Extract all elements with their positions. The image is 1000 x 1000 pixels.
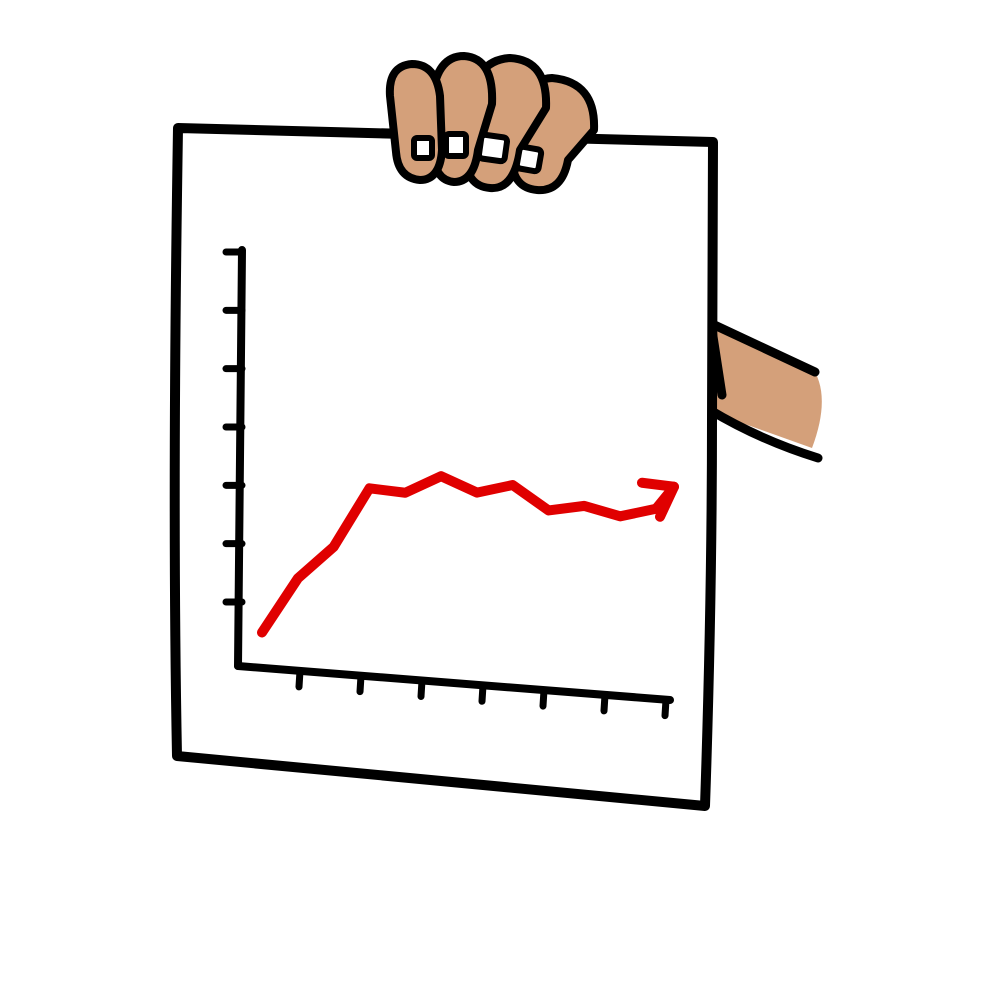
trend-line-extension bbox=[651, 481, 679, 514]
fingernail-3 bbox=[475, 131, 511, 165]
x-tick bbox=[478, 681, 487, 705]
arm-lower-outline bbox=[705, 405, 823, 463]
fingernail-2 bbox=[443, 131, 469, 159]
trend-line bbox=[257, 471, 661, 638]
fingernail-1 bbox=[411, 135, 435, 161]
supporting-arm bbox=[700, 317, 823, 463]
y-axis-ticks bbox=[222, 248, 246, 606]
line-chart bbox=[222, 246, 679, 720]
x-axis-ticks bbox=[295, 667, 670, 720]
paper-sheet bbox=[169, 123, 718, 811]
x-tick bbox=[661, 696, 670, 720]
x-tick bbox=[356, 672, 365, 696]
arm-upper-outline bbox=[703, 317, 820, 377]
x-tick bbox=[539, 686, 548, 710]
x-tick bbox=[417, 676, 426, 700]
arm-fill bbox=[700, 318, 822, 448]
finger-1 bbox=[385, 60, 446, 184]
x-axis bbox=[234, 662, 674, 704]
fingernail-4 bbox=[513, 143, 545, 175]
y-axis bbox=[234, 246, 246, 670]
x-tick bbox=[295, 667, 304, 691]
hand-icon bbox=[385, 52, 599, 195]
x-tick bbox=[600, 691, 609, 715]
